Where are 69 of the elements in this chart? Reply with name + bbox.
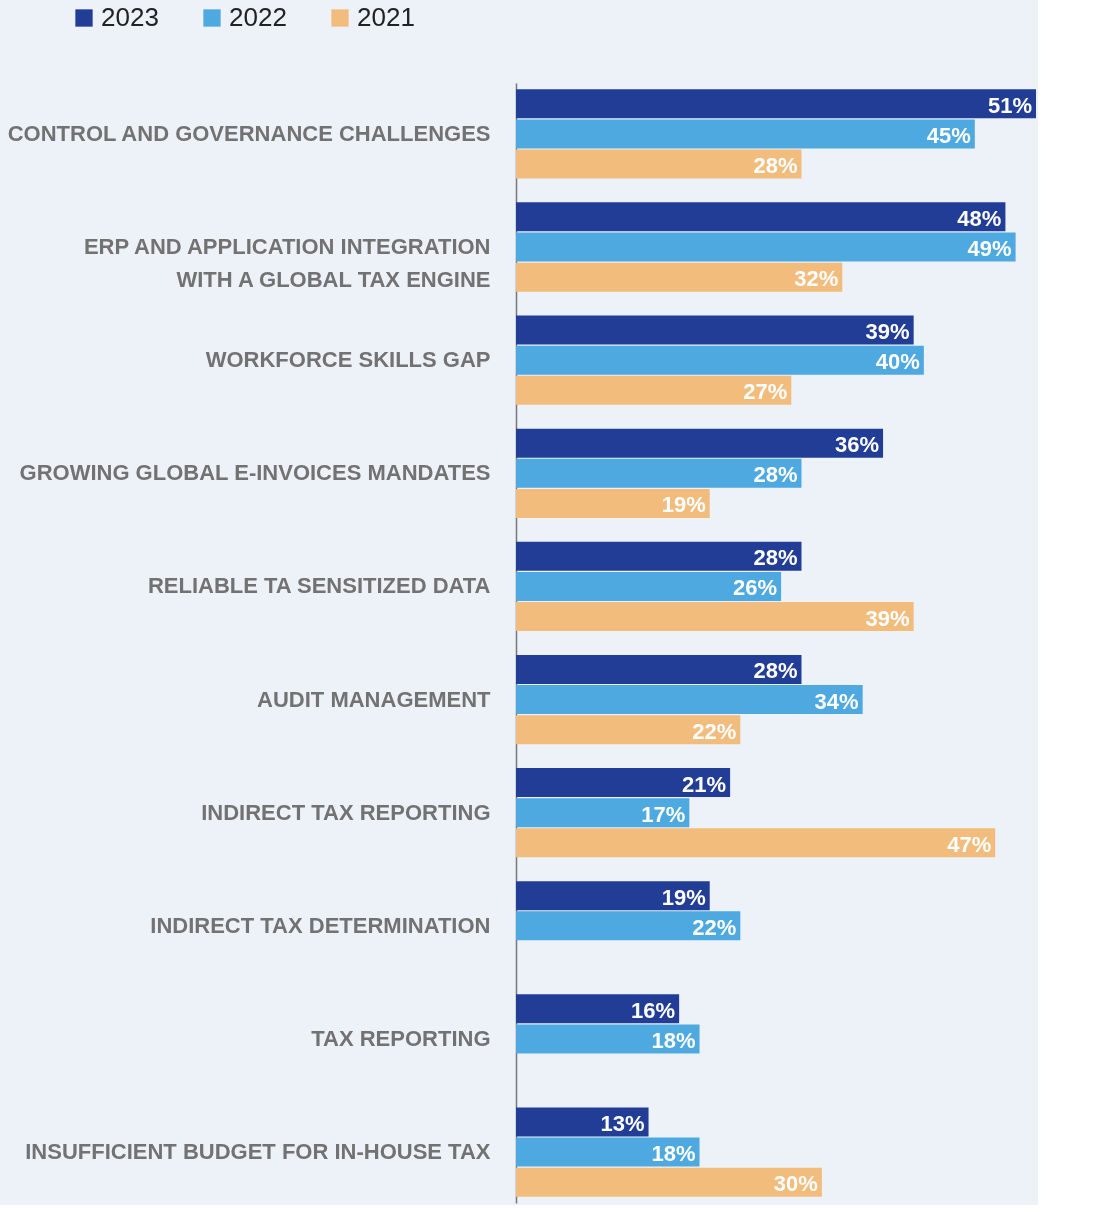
bar <box>516 262 843 292</box>
bar <box>516 541 802 571</box>
data-label: 13% <box>600 1110 645 1136</box>
data-label: 18% <box>651 1027 696 1053</box>
bar <box>516 428 884 458</box>
data-label: 21% <box>682 771 727 797</box>
data-label: 18% <box>651 1141 696 1167</box>
data-label: 16% <box>631 997 676 1023</box>
data-label: 22% <box>692 718 737 744</box>
bar <box>516 685 863 715</box>
data-label: 45% <box>926 122 971 148</box>
data-label: 49% <box>967 236 1012 262</box>
legend-label: 2021 <box>357 2 415 32</box>
bar <box>516 202 1006 232</box>
data-label: 26% <box>733 575 778 601</box>
legend-label: 2023 <box>101 2 159 32</box>
bar <box>516 1107 649 1137</box>
data-label: 30% <box>773 1171 818 1197</box>
bar <box>516 488 710 518</box>
y-tick-label: RELIABLE TA SENSITIZED DATA <box>147 573 491 599</box>
bar <box>516 911 741 941</box>
data-label: 27% <box>743 379 788 405</box>
bar <box>516 881 710 911</box>
data-label: 19% <box>661 884 706 910</box>
bar <box>516 375 792 405</box>
bar <box>516 1167 822 1197</box>
data-label: 47% <box>947 831 992 857</box>
data-label: 39% <box>865 605 910 631</box>
bar <box>516 345 924 375</box>
data-label: 36% <box>835 432 880 458</box>
data-label: 40% <box>875 349 920 375</box>
bar <box>516 1137 700 1167</box>
data-label: 28% <box>753 658 798 684</box>
y-tick-label: GROWING GLOBAL E-INVOICES MANDATES <box>19 460 491 486</box>
data-label: 19% <box>661 492 706 518</box>
y-tick-label: WORKFORCE SKILLS GAP <box>205 347 491 373</box>
data-label: 28% <box>753 462 798 488</box>
bar <box>516 994 680 1024</box>
y-tick-label: INDIRECT TAX REPORTING <box>201 799 491 825</box>
data-label: 28% <box>753 153 798 179</box>
y-tick-label: CONTROL AND GOVERNANCE CHALLENGES <box>7 120 491 146</box>
bar <box>516 654 802 684</box>
bar <box>516 149 802 179</box>
bar <box>516 315 914 345</box>
bar <box>516 715 741 745</box>
data-label: 28% <box>753 545 798 571</box>
y-tick-label: INDIRECT TAX DETERMINATION <box>150 912 491 938</box>
y-tick-label: TAX REPORTING <box>311 1025 491 1051</box>
data-label: 17% <box>641 801 686 827</box>
bar <box>516 89 1036 119</box>
legend-label: 2022 <box>229 2 287 32</box>
bar <box>516 768 731 798</box>
data-label: 48% <box>957 205 1002 231</box>
bar <box>516 602 914 632</box>
y-tick-label: INSUFFICIENT BUDGET FOR IN-HOUSE TAX <box>25 1139 491 1165</box>
bar <box>516 798 690 828</box>
bar <box>516 119 975 149</box>
data-label: 32% <box>794 266 839 292</box>
data-label: 22% <box>692 914 737 940</box>
bar <box>516 828 996 858</box>
data-label: 51% <box>987 92 1032 118</box>
bar <box>516 232 1016 262</box>
bar <box>516 458 802 488</box>
bar <box>516 571 782 601</box>
data-label: 39% <box>865 319 910 344</box>
data-label: 34% <box>814 688 859 714</box>
bar <box>516 1024 700 1054</box>
y-tick-label: ERP AND APPLICATION INTEGRATION WITH A GLOBAL TAX ENGINE <box>83 234 491 293</box>
y-tick-label: AUDIT MANAGEMENT <box>257 686 492 712</box>
